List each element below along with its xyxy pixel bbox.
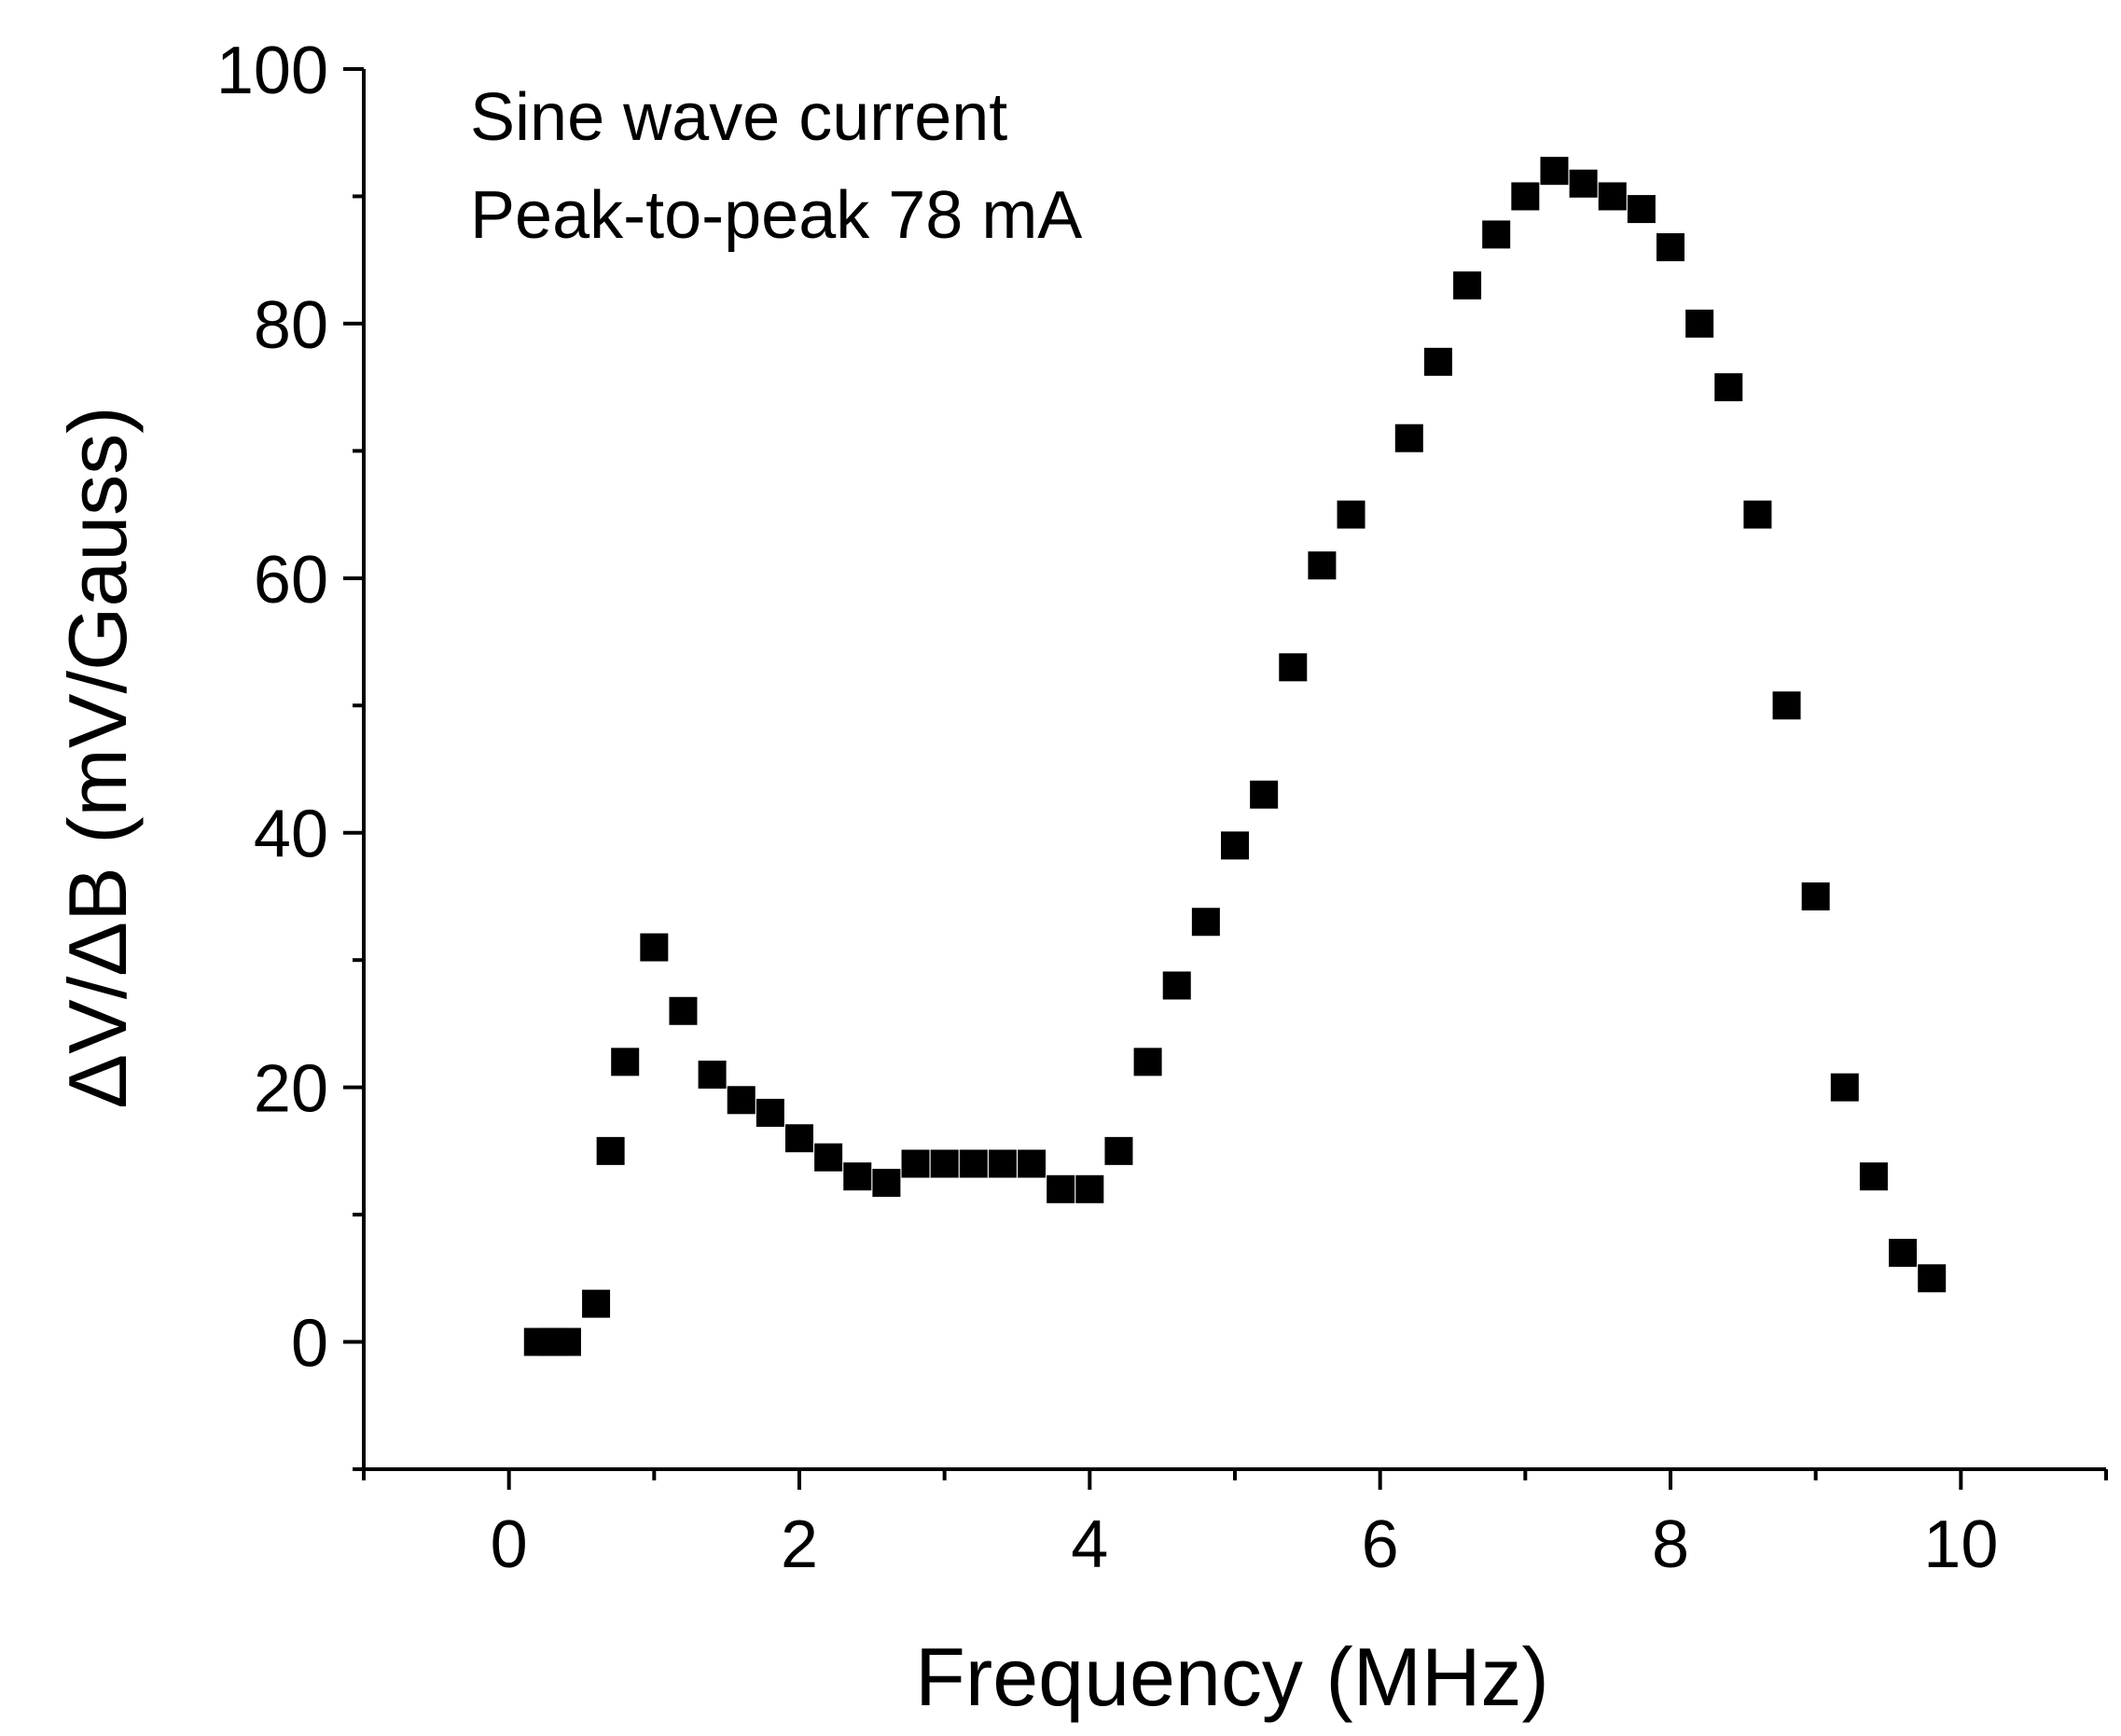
- data-point: [727, 1086, 756, 1115]
- data-point: [1569, 169, 1598, 198]
- annotation-line-2: Peak-to-peak 78 mA: [470, 178, 1082, 253]
- data-point: [1047, 1174, 1075, 1203]
- data-point: [1889, 1239, 1918, 1268]
- data-point: [901, 1149, 930, 1178]
- data-point: [988, 1149, 1017, 1178]
- data-point: [1337, 500, 1365, 529]
- data-point: [785, 1124, 813, 1153]
- data-point: [1859, 1162, 1888, 1191]
- data-point: [698, 1060, 727, 1089]
- y-tick-label: 100: [216, 34, 328, 108]
- data-point: [1511, 182, 1540, 211]
- y-tick-label: 20: [254, 1052, 328, 1127]
- data-point: [1423, 347, 1452, 376]
- data-point: [1018, 1149, 1047, 1178]
- data-point: [1714, 373, 1743, 402]
- x-tick-label: 10: [1923, 1507, 1998, 1582]
- data-point: [1453, 271, 1482, 299]
- x-tick-label: 4: [1071, 1507, 1108, 1582]
- annotation-line-1: Sine wave current: [470, 80, 1007, 155]
- y-axis-title: ΔV/ΔB (mV/Gauss): [51, 406, 144, 1108]
- data-point: [843, 1162, 872, 1191]
- data-point: [1162, 971, 1191, 1000]
- y-tick-label: 80: [254, 288, 328, 363]
- data-point: [1540, 157, 1569, 186]
- data-point: [756, 1098, 784, 1127]
- tick-marks: [343, 67, 2108, 1490]
- data-point: [1830, 1073, 1859, 1102]
- data-point: [814, 1143, 843, 1172]
- data-point: [1308, 551, 1337, 580]
- data-points: [523, 157, 1947, 1356]
- data-point: [1598, 182, 1627, 211]
- axes: [362, 69, 2106, 1471]
- y-tick-label: 0: [291, 1307, 328, 1382]
- data-point: [1685, 309, 1714, 338]
- data-point: [1801, 882, 1830, 910]
- data-point: [552, 1327, 581, 1356]
- data-point: [669, 996, 698, 1025]
- x-tick-label: 6: [1362, 1507, 1399, 1582]
- x-tick-label: 2: [781, 1507, 818, 1582]
- data-point: [1279, 653, 1308, 682]
- data-point: [1657, 233, 1684, 262]
- data-point: [1250, 780, 1279, 809]
- y-tick-label: 60: [254, 543, 328, 618]
- data-point: [1482, 220, 1511, 249]
- data-point: [1104, 1136, 1133, 1165]
- x-tick-label: 8: [1652, 1507, 1689, 1582]
- data-point: [930, 1149, 959, 1178]
- data-point: [1133, 1048, 1162, 1076]
- data-point: [1191, 908, 1220, 937]
- data-point: [611, 1048, 640, 1076]
- data-point: [872, 1168, 901, 1197]
- data-point: [582, 1289, 611, 1318]
- data-point: [959, 1149, 988, 1178]
- data-point: [1772, 691, 1801, 720]
- data-point: [1394, 424, 1423, 452]
- data-point: [1743, 500, 1772, 529]
- data-point: [596, 1136, 625, 1165]
- y-tick-label: 40: [254, 798, 328, 872]
- x-tick-label: 0: [491, 1507, 528, 1582]
- data-point: [1221, 831, 1249, 860]
- x-tick-labels: 0 2 4 6 8 10: [491, 1507, 1999, 1582]
- data-point: [640, 933, 669, 962]
- data-point: [1075, 1174, 1104, 1203]
- x-axis-title: Frequency (MHz): [915, 1631, 1549, 1723]
- data-point: [1627, 195, 1656, 224]
- y-tick-labels: 0 20 40 60 80 100: [216, 34, 328, 1382]
- data-point: [1918, 1264, 1947, 1293]
